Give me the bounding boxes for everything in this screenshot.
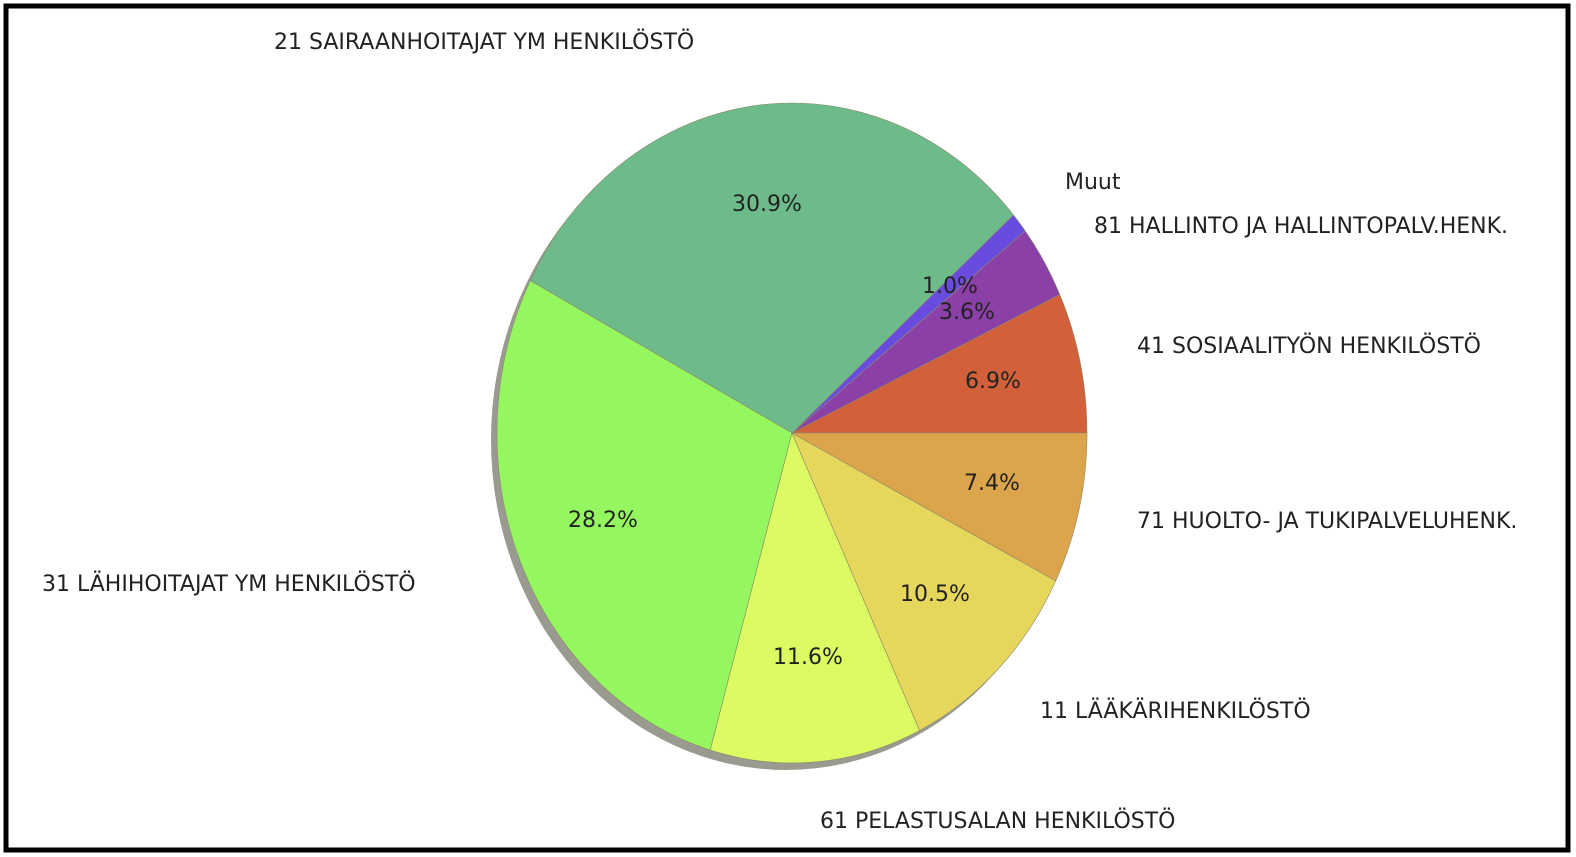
value-label: 3.6% <box>939 300 995 325</box>
pie-slice <box>529 102 1014 434</box>
value-label: 10.5% <box>900 582 970 607</box>
category-label: 81 HALLINTO JA HALLINTOPALV.HENK. <box>1094 214 1508 239</box>
category-label: 61 PELASTUSALAN HENKILÖSTÖ <box>820 808 1175 834</box>
category-label: 71 HUOLTO- JA TUKIPALVELUHENK. <box>1137 509 1517 534</box>
category-label: Muut <box>1065 170 1121 195</box>
value-label: 11.6% <box>773 645 843 670</box>
pie-slice <box>496 280 793 751</box>
pie-slice <box>709 432 920 764</box>
pie-slice <box>791 432 1057 731</box>
value-label: 28.2% <box>568 508 638 533</box>
value-label: 30.9% <box>732 192 802 217</box>
category-label: 11 LÄÄKÄRIHENKILÖSTÖ <box>1040 698 1311 724</box>
value-label: 6.9% <box>965 369 1021 394</box>
category-label: 41 SOSIAALITYÖN HENKILÖSTÖ <box>1137 333 1481 359</box>
category-label: 31 LÄHIHOITAJAT YM HENKILÖSTÖ <box>42 571 416 597</box>
pie-slice <box>790 432 1088 582</box>
value-label: 1.0% <box>922 274 978 299</box>
category-label: 21 SAIRAANHOITAJAT YM HENKILÖSTÖ <box>274 29 694 55</box>
pie-slice <box>791 294 1088 434</box>
value-label: 7.4% <box>964 471 1020 496</box>
